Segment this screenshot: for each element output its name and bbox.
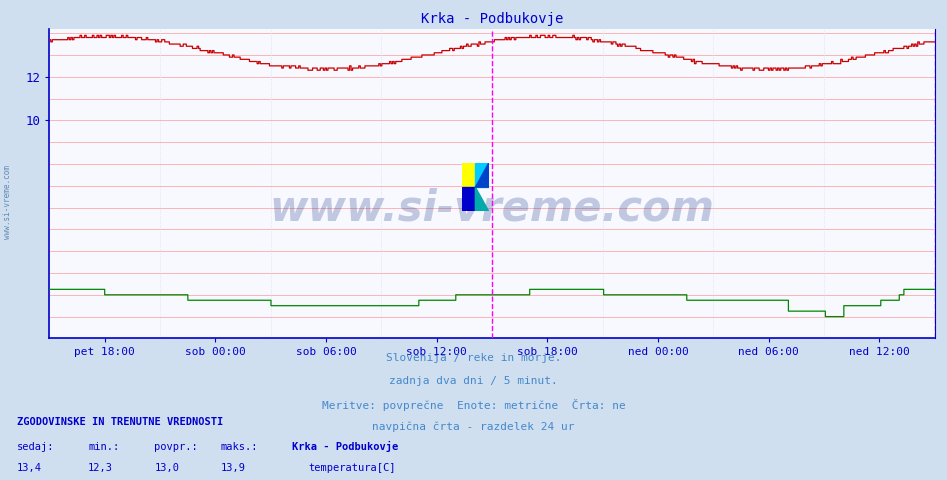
Text: Slovenija / reke in morje.: Slovenija / reke in morje.	[385, 353, 562, 363]
Text: ZGODOVINSKE IN TRENUTNE VREDNOSTI: ZGODOVINSKE IN TRENUTNE VREDNOSTI	[17, 417, 223, 427]
Polygon shape	[475, 187, 489, 211]
Text: min.:: min.:	[88, 442, 119, 452]
Bar	[462, 163, 475, 187]
Text: 13,4: 13,4	[17, 463, 42, 473]
Text: zadnja dva dni / 5 minut.: zadnja dva dni / 5 minut.	[389, 376, 558, 386]
Text: Krka - Podbukovje: Krka - Podbukovje	[292, 441, 398, 452]
Text: 13,0: 13,0	[154, 463, 179, 473]
Text: maks.:: maks.:	[221, 442, 259, 452]
Text: www.si-vreme.com: www.si-vreme.com	[3, 165, 12, 239]
Text: temperatura[C]: temperatura[C]	[309, 463, 396, 473]
Polygon shape	[475, 163, 489, 187]
Text: navpična črta - razdelek 24 ur: navpična črta - razdelek 24 ur	[372, 422, 575, 432]
Text: Meritve: povprečne  Enote: metrične  Črta: ne: Meritve: povprečne Enote: metrične Črta:…	[322, 399, 625, 411]
Bar	[462, 187, 475, 211]
Text: sedaj:: sedaj:	[17, 442, 55, 452]
Text: 13,9: 13,9	[221, 463, 245, 473]
Text: 12,3: 12,3	[88, 463, 113, 473]
Text: povpr.:: povpr.:	[154, 442, 198, 452]
Polygon shape	[475, 163, 489, 187]
Title: Krka - Podbukovje: Krka - Podbukovje	[420, 12, 563, 26]
Text: www.si-vreme.com: www.si-vreme.com	[270, 187, 714, 229]
